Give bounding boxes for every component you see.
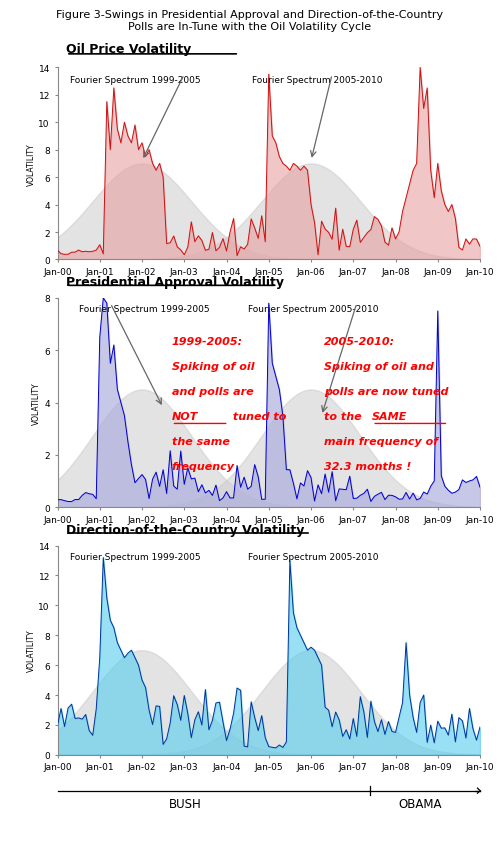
- Text: and polls are: and polls are: [172, 386, 253, 397]
- Text: Spiking of oil: Spiking of oil: [172, 362, 254, 371]
- Text: Fourier Spectrum 2005-2010: Fourier Spectrum 2005-2010: [248, 305, 378, 314]
- Text: main frequency of: main frequency of: [324, 437, 438, 446]
- Text: Spiking of oil and: Spiking of oil and: [324, 362, 434, 371]
- Y-axis label: VOLATILITY: VOLATILITY: [26, 143, 36, 185]
- Text: Fourier Spectrum 2005-2010: Fourier Spectrum 2005-2010: [252, 76, 382, 85]
- Text: Fourier Spectrum 1999-2005: Fourier Spectrum 1999-2005: [70, 76, 201, 85]
- Text: 1999-2005:: 1999-2005:: [172, 336, 242, 346]
- Text: Oil Price Volatility: Oil Price Volatility: [66, 44, 191, 56]
- Text: Presidential Approval Volatility: Presidential Approval Volatility: [66, 276, 284, 288]
- Text: the same: the same: [172, 437, 230, 446]
- Text: Fourier Spectrum 1999-2005: Fourier Spectrum 1999-2005: [78, 305, 209, 314]
- Text: Figure 3-Swings in Presidential Approval and Direction-of-the-Country
Polls are : Figure 3-Swings in Presidential Approval…: [56, 10, 444, 32]
- Text: 32.3 months !: 32.3 months !: [324, 461, 411, 472]
- Text: NOT: NOT: [172, 411, 198, 421]
- Text: 2005-2010:: 2005-2010:: [324, 336, 395, 346]
- Text: OBAMA: OBAMA: [398, 798, 442, 810]
- Text: polls are now tuned: polls are now tuned: [324, 386, 448, 397]
- Text: Direction-of-the-Country Volatility: Direction-of-the-Country Volatility: [66, 523, 304, 536]
- Text: tuned to: tuned to: [228, 411, 286, 421]
- Text: to the: to the: [324, 411, 365, 421]
- Text: Fourier Spectrum 2005-2010: Fourier Spectrum 2005-2010: [248, 552, 378, 561]
- Text: Fourier Spectrum 1999-2005: Fourier Spectrum 1999-2005: [70, 552, 201, 561]
- Text: BUSH: BUSH: [168, 798, 202, 810]
- Text: SAME: SAME: [372, 411, 408, 421]
- Y-axis label: VOLATILITY: VOLATILITY: [32, 382, 42, 424]
- Text: frequency: frequency: [172, 461, 234, 472]
- Y-axis label: VOLATILITY: VOLATILITY: [26, 630, 36, 671]
